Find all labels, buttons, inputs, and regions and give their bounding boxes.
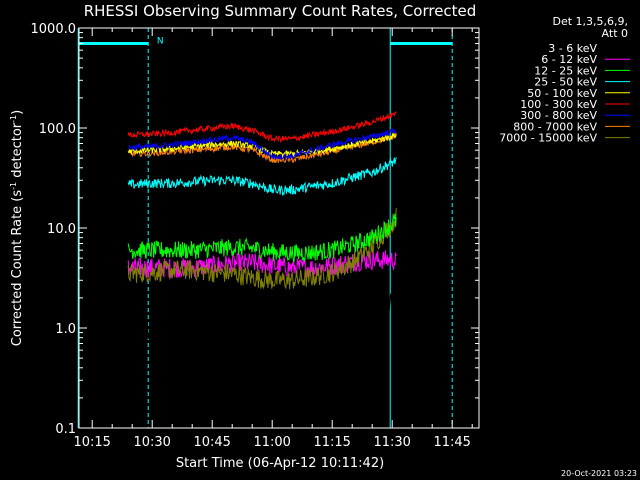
y-tick-label: 1.0 [55,322,76,337]
x-tick-label: 10:30 [133,435,170,450]
legend-entry-label: 3 - 6 keV [548,42,597,55]
series-line [127,207,397,290]
x-tick-label: 11:45 [433,435,470,450]
night-marker-label: N [157,36,164,46]
series-line [127,128,397,161]
legend-entry-label: 12 - 25 keV [534,64,597,77]
series-line [127,131,397,164]
x-tick-label: 11:30 [373,435,410,450]
y-tick-label: 100.0 [39,122,76,137]
series-line [127,133,397,159]
series-line [127,157,397,197]
series-line [127,284,397,343]
legend-header-line-1: Det 1,3,5,6,9, [552,15,628,28]
x-tick-label: 11:15 [313,435,350,450]
series-line [127,111,397,144]
y-tick-label: 10.0 [47,222,76,237]
y-tick-label: 0.1 [55,422,76,437]
x-tick-label: 10:15 [73,435,110,450]
legend-entry-label: 300 - 800 keV [520,109,597,122]
y-tick-label: 1000.0 [31,22,77,37]
legend-entry-label: 100 - 300 keV [520,98,597,111]
legend-entry-label: 7000 - 15000 keV [499,132,597,145]
generation-timestamp: 20-Oct-2021 03:23 [561,469,637,478]
legend-header-line-2: Att 0 [602,27,628,40]
y-axis-label: Corrected Count Rate (s-1 detector-1) [9,110,25,346]
axes: 0.1 1.0 10.0 100.0 1000.0 10:15 10:30 10:45 11:0… [31,22,480,450]
x-tick-label: 11:00 [253,435,290,450]
legend-entry-label: 50 - 100 keV [527,87,597,100]
legend-entry-label: 25 - 50 keV [534,76,597,89]
plot-area: N [77,28,453,428]
legend-entry-label: 6 - 12 keV [541,53,597,66]
x-tick-label: 10:45 [193,435,230,450]
x-axis-label: Start Time (06-Apr-12 10:11:42) [176,456,384,471]
chart-title: RHESSI Observing Summary Count Rates, Co… [84,2,477,20]
series-line [127,213,397,263]
legend-entry-label: 800 - 7000 keV [513,120,597,133]
